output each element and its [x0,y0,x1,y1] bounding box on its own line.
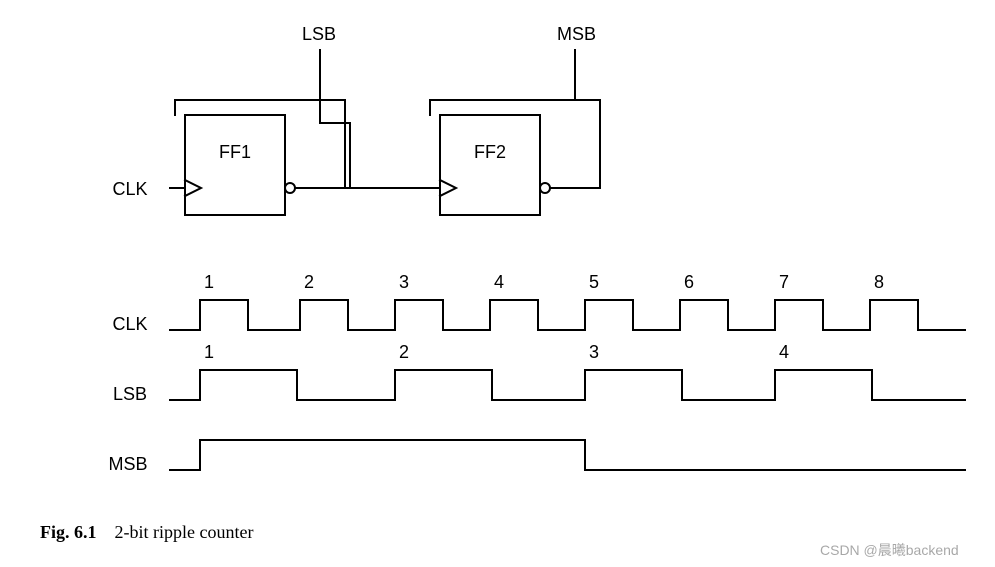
svg-text:6: 6 [684,272,694,292]
caption-text: 2-bit ripple counter [115,522,254,542]
svg-text:4: 4 [779,342,789,362]
caption-prefix: Fig. 6.1 [40,522,97,542]
svg-text:1: 1 [204,342,214,362]
svg-text:CLK: CLK [112,179,147,199]
svg-text:MSB: MSB [108,454,147,474]
svg-text:LSB: LSB [302,24,336,44]
svg-text:FF1: FF1 [219,142,251,162]
svg-text:8: 8 [874,272,884,292]
svg-text:CLK: CLK [112,314,147,334]
svg-text:5: 5 [589,272,599,292]
figure-caption: Fig. 6.1 2-bit ripple counter [40,522,253,543]
svg-text:3: 3 [399,272,409,292]
svg-text:3: 3 [589,342,599,362]
svg-text:4: 4 [494,272,504,292]
watermark: CSDN @晨曦backend [820,540,959,560]
svg-text:1: 1 [204,272,214,292]
svg-text:FF2: FF2 [474,142,506,162]
svg-text:2: 2 [304,272,314,292]
svg-text:2: 2 [399,342,409,362]
svg-text:MSB: MSB [557,24,596,44]
svg-text:LSB: LSB [113,384,147,404]
svg-text:7: 7 [779,272,789,292]
ripple-counter-diagram: FF1 FF2 CLK LSB MSB CLK 1 2 3 4 5 6 7 8 LSB 1 2 3 4 MSB [0,0,995,567]
